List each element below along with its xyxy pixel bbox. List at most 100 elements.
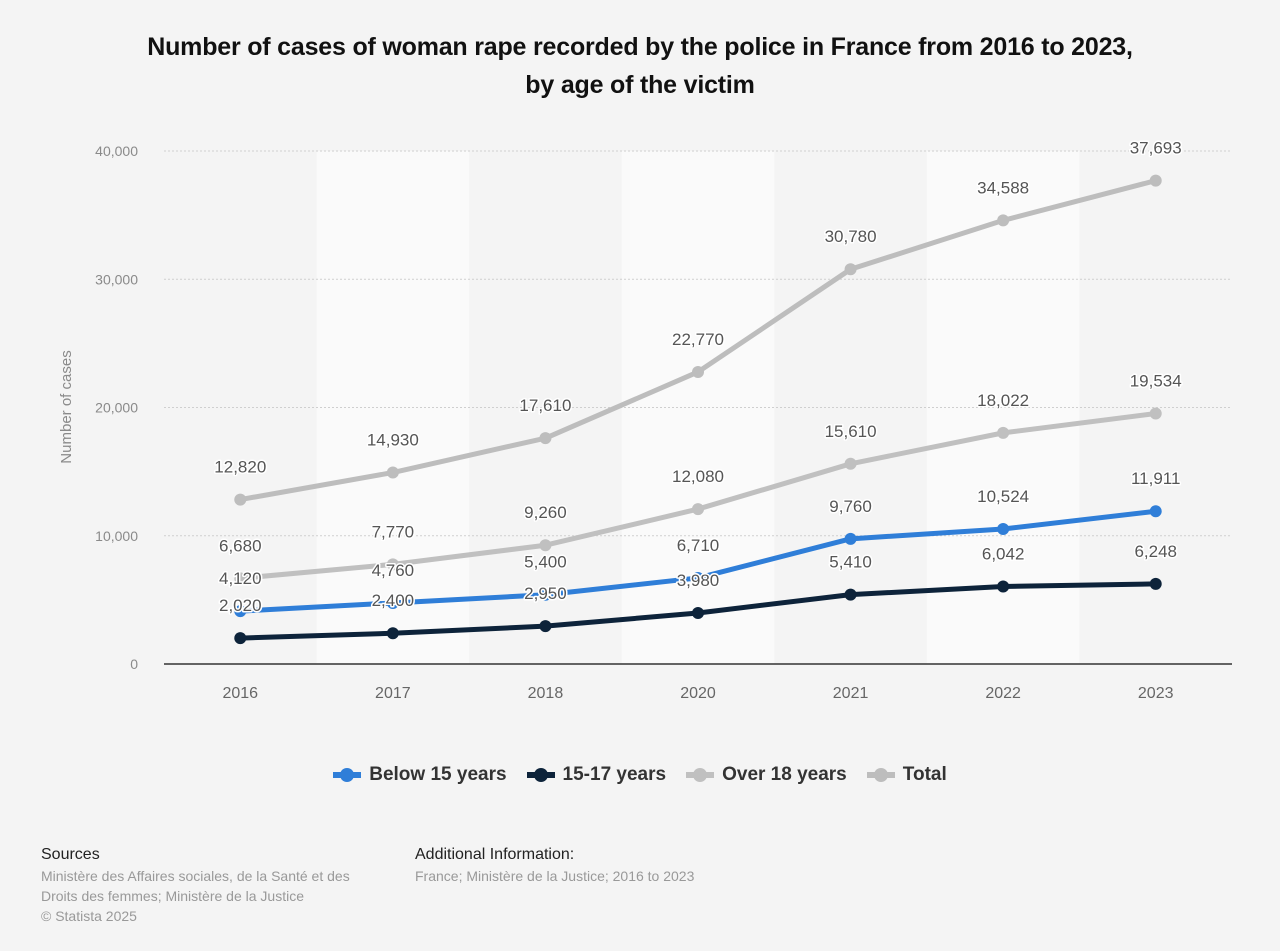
legend-label: Below 15 years: [369, 764, 507, 785]
data-point: [539, 620, 552, 633]
data-point: [539, 588, 552, 601]
data-label: 6,680: [219, 536, 262, 555]
legend-item[interactable]: Over 18 years: [686, 764, 847, 786]
data-label: 14,930: [367, 431, 419, 450]
data-label: 5,400: [524, 553, 567, 572]
data-label: 9,260: [524, 503, 567, 522]
series-lines: [234, 174, 1162, 645]
data-point: [234, 572, 247, 585]
data-label: 17,610: [519, 396, 571, 415]
data-point: [692, 606, 704, 619]
data-point: [997, 214, 1010, 227]
x-axis-ticks: 2016 2017 2018 2020 2021 2022 2023: [222, 685, 1173, 702]
data-point: [692, 503, 704, 516]
data-label: 4,760: [372, 561, 415, 580]
data-point: [386, 627, 399, 640]
sources-line-1: Ministère des Affaires sociales, de la S…: [41, 868, 350, 884]
series-total: [234, 174, 1162, 506]
y-tick-label: 10,000: [95, 528, 138, 544]
data-label: 30,780: [825, 227, 877, 246]
data-label: 12,820: [214, 458, 266, 477]
copyright: © Statista 2025: [41, 908, 137, 924]
data-point: [234, 605, 247, 618]
data-point: [386, 558, 399, 571]
data-label: 37,693: [1130, 139, 1182, 158]
x-tick-label: 2020: [680, 685, 716, 702]
data-point: [539, 432, 552, 445]
series-15-17-years: [234, 577, 1162, 645]
additional-info-heading: Additional Information:: [415, 846, 575, 863]
chart-title: Number of cases of woman rape recorded b…: [60, 28, 1220, 104]
x-tick-label: 2021: [833, 685, 869, 702]
data-point: [997, 523, 1010, 536]
y-axis-label: Number of cases: [58, 350, 75, 463]
data-point: [1149, 577, 1162, 590]
data-label: 6,248: [1134, 542, 1177, 561]
x-tick-label: 2022: [985, 685, 1021, 702]
data-point: [844, 588, 857, 601]
data-label: 9,760: [829, 497, 872, 516]
data-point: [1149, 505, 1162, 518]
data-label: 12,080: [672, 467, 724, 486]
data-label: 2,400: [372, 591, 415, 610]
legend-item[interactable]: 15-17 years: [526, 764, 667, 786]
sources-heading: Sources: [41, 846, 100, 863]
data-label: 6,710: [677, 536, 720, 555]
data-point: [997, 426, 1010, 439]
legend-marker-icon: [686, 765, 715, 785]
data-label: 6,042: [982, 545, 1025, 564]
chart-title-line-2: by age of the victim: [525, 71, 755, 99]
data-labels: 4,120 4,760 5,400 6,710 9,760 10,524 11,911 2,0…: [213, 137, 1183, 617]
x-tick-label: 2018: [528, 685, 564, 702]
data-label: 2,020: [219, 596, 262, 615]
x-tick-label: 2016: [222, 685, 258, 702]
series-over-18-years: [234, 407, 1162, 585]
data-label: 34,588: [977, 178, 1029, 197]
y-tick-label: 30,000: [95, 271, 138, 287]
sources-block: Sources Ministère des Affaires sociales,…: [41, 845, 350, 926]
x-tick-label: 2023: [1138, 685, 1174, 702]
data-label: 4,120: [219, 569, 262, 588]
data-label: 7,770: [372, 522, 415, 541]
x-tick-label: 2017: [375, 685, 411, 702]
data-label: 5,410: [829, 553, 872, 572]
data-label: 11,911: [1131, 469, 1180, 488]
legend-item[interactable]: Below 15 years: [333, 764, 507, 786]
data-label: 15,610: [825, 422, 877, 441]
sources-line-2: Droits des femmes; Ministère de la Justi…: [41, 888, 304, 904]
legend-label: Total: [902, 764, 947, 785]
gridlines: [164, 150, 1232, 665]
legend-item[interactable]: Total: [866, 764, 947, 786]
data-point: [844, 457, 857, 470]
data-point: [386, 596, 399, 609]
data-label: 10,524: [977, 487, 1029, 506]
data-point: [386, 466, 399, 479]
data-label: 19,534: [1130, 371, 1182, 390]
series-below-15-years: [234, 505, 1162, 618]
data-label: 2,950: [524, 584, 567, 603]
chart-title-line-1: Number of cases of woman rape recorded b…: [147, 33, 1133, 61]
y-tick-label: 0: [130, 656, 138, 672]
legend-label: Over 18 years: [722, 764, 847, 785]
y-tick-label: 20,000: [95, 400, 138, 416]
legend-marker-icon: [333, 765, 362, 785]
data-point: [1149, 174, 1162, 187]
y-tick-label: 40,000: [95, 143, 138, 159]
data-label: 3,980: [677, 571, 720, 590]
data-point: [844, 532, 857, 545]
data-point: [844, 263, 857, 276]
data-point: [539, 539, 552, 552]
legend-label: 15-17 years: [562, 764, 667, 785]
data-point: [997, 580, 1010, 593]
legend: Below 15 years 15-17 years Over 18 years To…: [0, 764, 1280, 786]
data-point: [1149, 407, 1162, 420]
data-point: [234, 632, 247, 645]
legend-marker-icon: [866, 765, 895, 785]
data-label: 18,022: [977, 391, 1029, 410]
data-point: [234, 493, 247, 506]
data-label: 22,770: [672, 330, 724, 349]
data-point: [692, 571, 704, 584]
legend-marker-icon: [526, 765, 555, 785]
data-point: [692, 365, 704, 378]
